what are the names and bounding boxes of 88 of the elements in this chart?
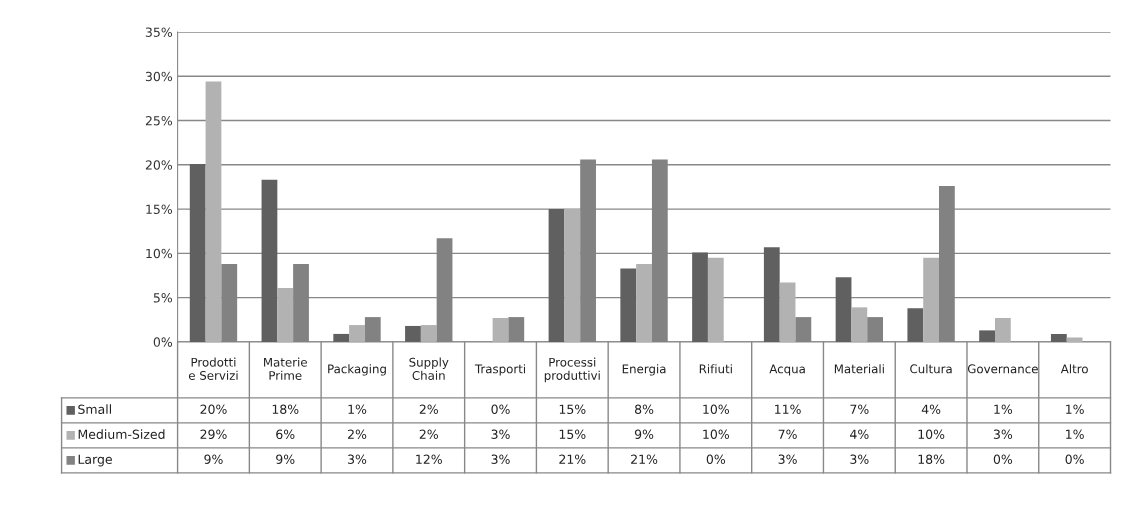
y-tick-label: 10% xyxy=(146,248,173,259)
x-tick-label: Supply Chain xyxy=(409,357,449,380)
data-label: 9% xyxy=(634,429,654,439)
data-label: 15% xyxy=(559,429,586,439)
data-label: 2% xyxy=(419,429,438,439)
data-label: 10% xyxy=(703,404,730,414)
x-tick-label: Packaging xyxy=(328,364,386,376)
data-label: 9% xyxy=(276,454,295,464)
data-label: 3% xyxy=(993,429,1013,439)
bar xyxy=(564,209,581,342)
data-label: 11% xyxy=(775,404,801,414)
bar xyxy=(707,257,724,342)
x-tick-label: Rifiuti xyxy=(699,364,732,374)
y-tick-label: 25% xyxy=(145,116,173,126)
data-label: 3% xyxy=(850,454,869,464)
data-label: 0% xyxy=(993,454,1013,464)
x-tick-label: Processi produttivi xyxy=(544,357,600,383)
bar xyxy=(907,308,924,342)
data-label: 4% xyxy=(850,429,869,439)
data-label: 18% xyxy=(918,454,945,464)
y-tick-label: 0% xyxy=(153,337,173,347)
data-label: 2% xyxy=(419,404,438,414)
x-tick-label: Materiali xyxy=(834,364,884,374)
x-tick-label: Energia xyxy=(622,364,666,376)
bar xyxy=(979,330,995,342)
y-tick-label: 15% xyxy=(146,204,173,215)
data-label: 3% xyxy=(491,429,510,439)
bar xyxy=(923,257,939,342)
x-tick-label: Prodotti e Servizi xyxy=(188,357,238,380)
data-label: 3% xyxy=(491,454,510,464)
bar xyxy=(994,317,1011,342)
bar xyxy=(835,277,852,342)
bar xyxy=(548,209,565,342)
data-label: 8% xyxy=(634,404,654,414)
bar xyxy=(333,333,350,342)
bar xyxy=(349,325,365,342)
data-label: 1% xyxy=(994,404,1013,414)
bar xyxy=(692,252,708,342)
x-tick-label: Cultura xyxy=(910,364,952,374)
bar xyxy=(205,81,222,342)
data-label: 1% xyxy=(1066,404,1084,414)
bar xyxy=(1050,333,1067,342)
data-label: 6% xyxy=(276,429,295,439)
y-tick-label: 20% xyxy=(145,160,173,170)
data-label: 21% xyxy=(559,454,586,464)
data-label: 0% xyxy=(491,404,510,414)
bar xyxy=(763,247,780,342)
data-label: 10% xyxy=(703,429,730,439)
data-label: 7% xyxy=(778,429,797,439)
bar xyxy=(1066,337,1083,342)
bar xyxy=(420,325,437,342)
y-tick-label: 5% xyxy=(153,293,173,303)
legend-label: Small xyxy=(78,404,111,414)
data-label: 18% xyxy=(272,404,299,414)
data-label: 9% xyxy=(204,454,223,464)
y-tick-label: 30% xyxy=(145,71,173,82)
data-label: 3% xyxy=(348,454,367,464)
x-tick-label: Altro xyxy=(1060,364,1088,374)
data-label: 15% xyxy=(559,404,586,414)
bar xyxy=(636,263,652,342)
y-tick-label: 35% xyxy=(145,27,173,37)
x-tick-label: Acqua xyxy=(769,364,805,376)
bar xyxy=(492,317,509,342)
data-label: 12% xyxy=(416,454,442,464)
data-label: 2% xyxy=(348,429,367,439)
data-label: 21% xyxy=(631,454,658,464)
bar xyxy=(405,325,421,342)
data-label: 4% xyxy=(921,404,941,414)
bar xyxy=(779,282,796,342)
legend-label: Medium-Sized xyxy=(78,429,165,439)
bar xyxy=(620,268,637,342)
x-tick-label: Materie Prime xyxy=(264,357,307,380)
x-tick-label: Trasporti xyxy=(474,364,526,376)
data-label: 7% xyxy=(850,404,869,414)
data-label: 0% xyxy=(1065,454,1084,464)
x-tick-label: Governance xyxy=(967,364,1038,374)
bar xyxy=(851,307,868,342)
data-label: 1% xyxy=(348,404,367,414)
bar xyxy=(277,287,294,342)
bar xyxy=(189,163,206,342)
legend-label: Large xyxy=(78,454,112,467)
data-label: 10% xyxy=(918,429,945,439)
data-label: 0% xyxy=(706,454,726,464)
data-label: 20% xyxy=(200,404,227,414)
data-label: 1% xyxy=(1066,429,1084,439)
data-label: 29% xyxy=(200,429,227,439)
data-label: 3% xyxy=(778,454,797,464)
bar xyxy=(261,179,278,342)
